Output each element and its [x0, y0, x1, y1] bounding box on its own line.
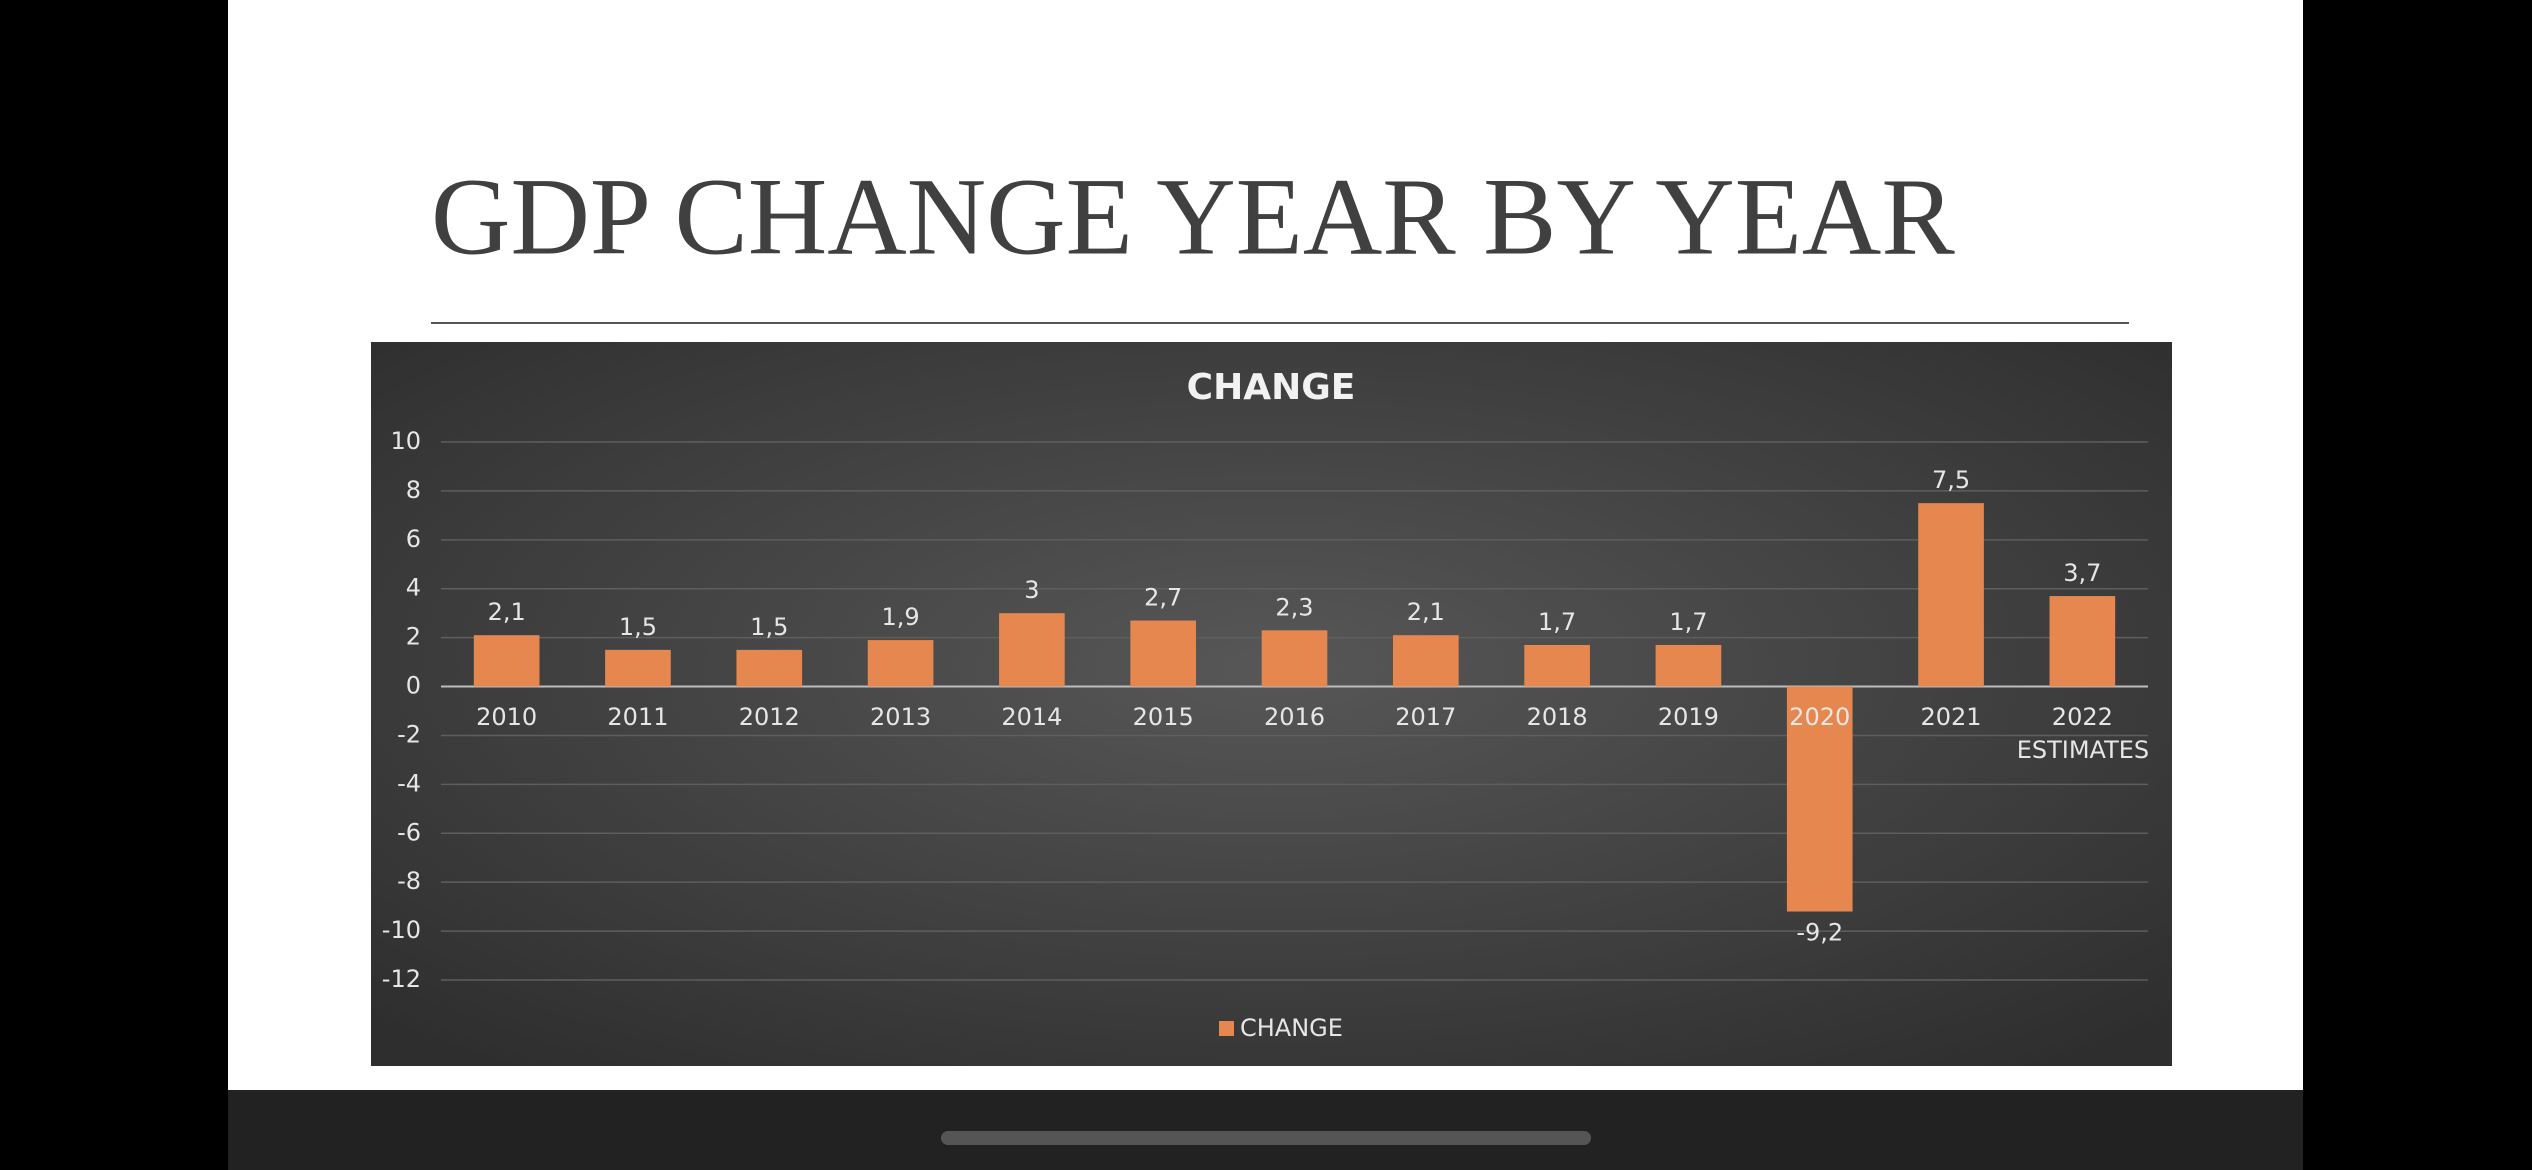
bar [1655, 644, 1722, 687]
data-label: 3 [1024, 576, 1039, 604]
bar [605, 649, 671, 687]
legend-swatch [1219, 1021, 1234, 1036]
x-tick-label: 2022 ESTIMATES [2016, 702, 2150, 764]
bottom-bar [228, 1090, 2303, 1170]
x-tick-label: 2011 [607, 702, 669, 731]
chart-title: CHANGE [1187, 367, 1356, 408]
y-tick-label: -2 [397, 720, 421, 748]
data-label: 1,9 [881, 603, 919, 631]
data-label: 1,7 [1538, 608, 1576, 636]
x-tick-label: 2021 [1920, 702, 1982, 731]
y-tick-label: 0 [406, 672, 421, 700]
y-tick-label: -12 [382, 965, 421, 993]
x-tick-label: 2015 [1132, 702, 1194, 731]
y-tick-label: 10 [390, 427, 421, 455]
data-label: 7,5 [1932, 466, 1970, 494]
y-tick-label: -10 [382, 916, 421, 944]
bar [999, 613, 1065, 687]
x-tick-label: 2017 [1395, 702, 1457, 731]
x-tick-label: 2010 [476, 702, 538, 731]
data-label: 2,1 [1407, 598, 1445, 626]
data-label: 1,5 [750, 613, 788, 641]
chart-area [371, 342, 2172, 1066]
y-tick-label: 6 [406, 525, 421, 553]
bar [736, 649, 803, 687]
x-tick-label: 2019 [1657, 702, 1719, 731]
bar [1261, 630, 1328, 687]
x-tick-label: 2016 [1263, 702, 1326, 731]
y-tick-label: -8 [397, 867, 421, 895]
bar [1130, 620, 1197, 687]
data-label: 2,1 [488, 598, 526, 626]
home-indicator[interactable] [941, 1131, 1591, 1145]
x-tick-label: 2013 [870, 702, 932, 731]
legend-label: CHANGE [1240, 1014, 1343, 1042]
x-tick-label: 2014 [1001, 702, 1063, 731]
bar [1918, 503, 1984, 687]
data-label: -9,2 [1796, 919, 1843, 947]
bar [1392, 635, 1459, 687]
bar [1524, 644, 1590, 687]
data-label: 1,7 [1669, 608, 1707, 636]
data-label: 3,7 [2063, 559, 2101, 587]
bar [473, 635, 540, 687]
y-tick-label: -4 [397, 769, 421, 797]
x-tick-label: 2018 [1526, 702, 1588, 731]
y-tick-label: -6 [397, 818, 421, 846]
bar [867, 640, 934, 687]
data-label: 2,7 [1144, 584, 1182, 612]
y-tick-label: 8 [406, 476, 421, 504]
bar [1786, 686, 1853, 912]
x-tick-label: 2012 [738, 702, 800, 731]
bar [2049, 596, 2116, 687]
slide-title: GDP CHANGE YEAR BY YEAR [431, 155, 1955, 277]
data-label: 1,5 [619, 613, 657, 641]
data-label: 2,3 [1275, 593, 1313, 621]
x-tick-label: 2020 [1789, 702, 1851, 731]
y-tick-label: 2 [406, 623, 421, 651]
y-tick-label: 4 [406, 574, 421, 602]
